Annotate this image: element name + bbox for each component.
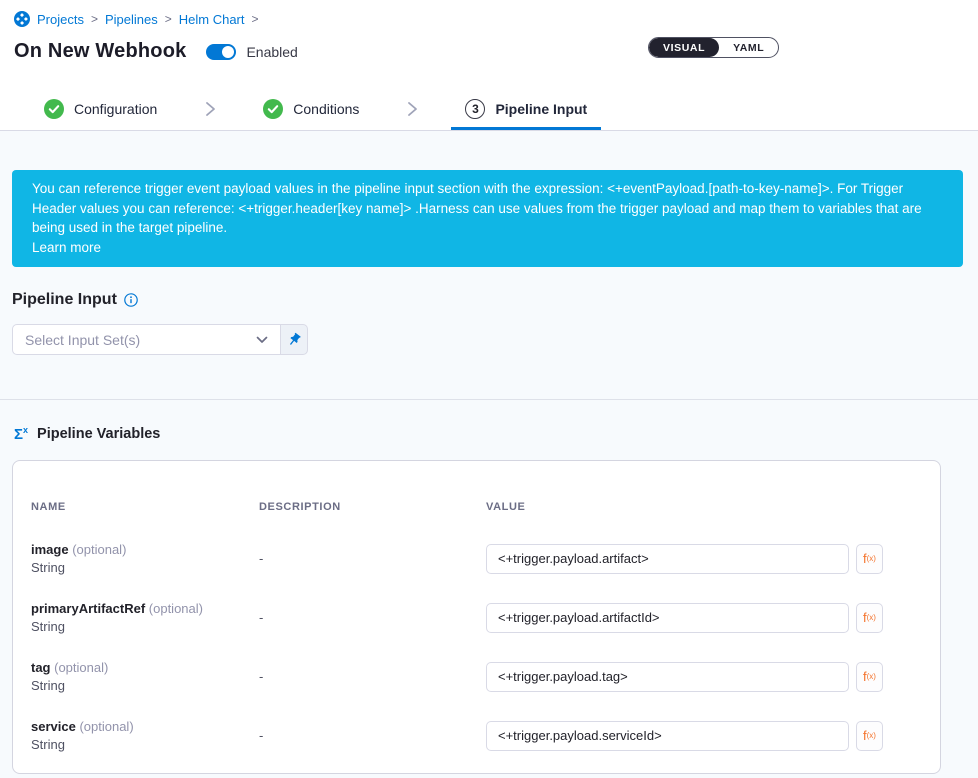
- variable-type: String: [31, 737, 65, 752]
- tab-label: Conditions: [293, 101, 360, 117]
- tab-content: You can reference trigger event payload …: [0, 131, 978, 774]
- step-number-badge: 3: [465, 99, 486, 119]
- variable-name-cell: service (optional) String: [31, 719, 259, 752]
- enabled-label: Enabled: [246, 43, 298, 60]
- expression-fx-button[interactable]: f (x): [856, 720, 883, 751]
- tab-conditions[interactable]: Conditions: [249, 88, 373, 130]
- tab-pipeline-input[interactable]: 3 Pipeline Input: [451, 88, 601, 130]
- variable-name: image: [31, 542, 69, 557]
- variable-name: service: [31, 719, 76, 734]
- pin-input-set-button[interactable]: [281, 324, 308, 355]
- variable-name-cell: tag (optional) String: [31, 660, 259, 693]
- variable-value-input[interactable]: [486, 543, 849, 574]
- section-divider: [0, 399, 978, 400]
- enabled-toggle[interactable]: [206, 43, 237, 60]
- toggle-knob: [222, 45, 235, 58]
- column-header-description: DESCRIPTION: [259, 501, 341, 513]
- variable-name: primaryArtifactRef: [31, 601, 146, 616]
- harness-project-icon: [14, 11, 30, 27]
- variable-name-cell: image (optional) String: [31, 542, 259, 575]
- variable-optional-tag: (optional): [72, 542, 127, 557]
- variables-table-header: NAME DESCRIPTION VALUE: [31, 501, 920, 513]
- chevron-down-icon: [256, 336, 268, 344]
- breadcrumb-separator: >: [90, 12, 98, 26]
- variable-type: String: [31, 560, 65, 575]
- breadcrumb-separator: >: [251, 12, 259, 26]
- chevron-right-icon: [203, 101, 217, 117]
- page-header: Projects > Pipelines > Helm Chart > On N…: [0, 0, 978, 88]
- variable-value-input[interactable]: [486, 661, 849, 692]
- tab-label: Pipeline Input: [495, 101, 588, 117]
- variable-name-cell: primaryArtifactRef (optional) String: [31, 601, 259, 634]
- banner-text: You can reference trigger event payload …: [32, 181, 922, 235]
- breadcrumb: Projects > Pipelines > Helm Chart >: [14, 11, 978, 27]
- input-set-select-placeholder: Select Input Set(s): [25, 331, 141, 348]
- breadcrumb-separator: >: [164, 12, 172, 26]
- variables-table: NAME DESCRIPTION VALUE image (optional) …: [31, 501, 920, 752]
- expression-fx-button[interactable]: f (x): [856, 543, 883, 574]
- table-row-service: service (optional) String - f(x): [31, 719, 920, 752]
- breadcrumb-link-helm-chart[interactable]: Helm Chart: [178, 11, 245, 27]
- table-row-primary-artifact-ref: primaryArtifactRef (optional) String - f…: [31, 601, 920, 634]
- column-header-name: NAME: [31, 501, 66, 513]
- chevron-right-icon: [405, 101, 419, 117]
- page-title: On New Webhook: [14, 40, 187, 62]
- table-row-tag: tag (optional) String - f(x): [31, 660, 920, 693]
- variable-type: String: [31, 619, 65, 634]
- pipeline-variables-card: NAME DESCRIPTION VALUE image (optional) …: [12, 460, 941, 774]
- visual-toggle-button[interactable]: VISUAL: [649, 38, 720, 57]
- variable-description: -: [259, 551, 264, 566]
- table-row-image: image (optional) String - f(x): [31, 542, 920, 575]
- variable-name: tag: [31, 660, 51, 675]
- input-set-select[interactable]: Select Input Set(s): [12, 324, 281, 355]
- variable-description: -: [259, 610, 264, 625]
- column-header-value: VALUE: [486, 501, 526, 513]
- expression-fx-button[interactable]: f (x): [856, 602, 883, 633]
- breadcrumb-link-projects[interactable]: Projects: [37, 11, 84, 27]
- wizard-tabbar: Configuration Conditions 3 Pipeline Inpu…: [0, 88, 978, 131]
- learn-more-link[interactable]: Learn more: [32, 239, 102, 255]
- expression-fx-button[interactable]: f (x): [856, 661, 883, 692]
- info-banner: You can reference trigger event payload …: [12, 170, 963, 267]
- pin-icon: [286, 332, 302, 348]
- sigma-variables-icon: Σx: [14, 425, 29, 443]
- variable-optional-tag: (optional): [54, 660, 109, 675]
- breadcrumb-link-pipelines[interactable]: Pipelines: [104, 11, 158, 27]
- variable-value-input[interactable]: [486, 602, 849, 633]
- check-circle-icon: [44, 99, 64, 119]
- yaml-toggle-button[interactable]: YAML: [733, 41, 765, 54]
- pipeline-variables-heading: Pipeline Variables: [37, 426, 161, 442]
- pipeline-input-heading: Pipeline Input: [12, 291, 117, 308]
- tab-configuration[interactable]: Configuration: [30, 88, 171, 130]
- variable-optional-tag: (optional): [79, 719, 134, 734]
- check-circle-icon: [263, 99, 284, 119]
- variable-description: -: [259, 728, 264, 743]
- variable-type: String: [31, 678, 65, 693]
- visual-yaml-toggle: VISUAL YAML: [648, 37, 780, 58]
- variable-optional-tag: (optional): [148, 601, 203, 616]
- variable-description: -: [259, 669, 264, 684]
- info-icon[interactable]: [124, 293, 138, 307]
- variable-value-input[interactable]: [486, 720, 849, 751]
- tab-label: Configuration: [74, 101, 158, 117]
